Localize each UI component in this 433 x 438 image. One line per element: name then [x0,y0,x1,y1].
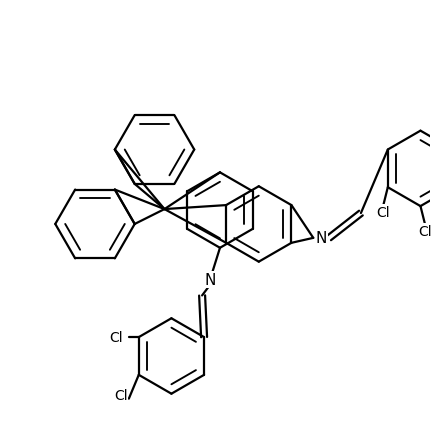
Text: Cl: Cl [419,224,432,238]
Text: Cl: Cl [109,330,123,344]
Text: Cl: Cl [376,205,390,219]
Text: N: N [204,272,216,287]
Text: Cl: Cl [114,388,128,402]
Text: N: N [316,231,327,246]
